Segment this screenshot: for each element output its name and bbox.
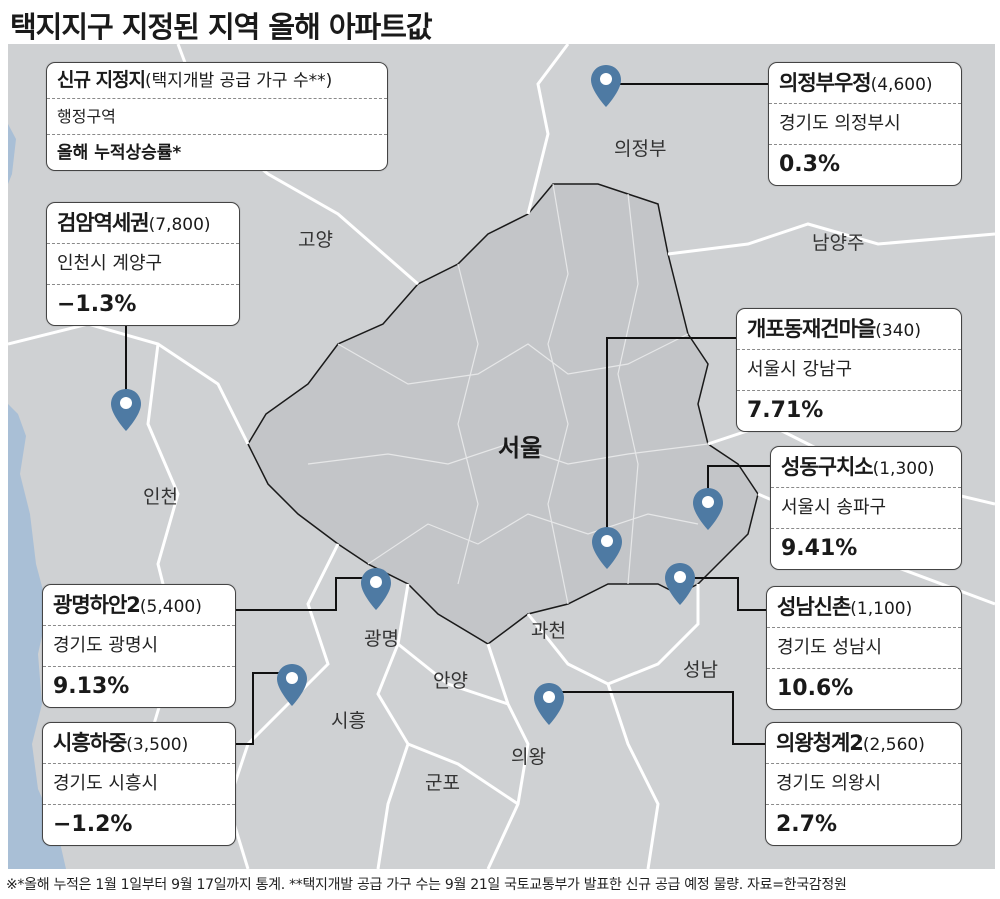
site-district: 서울시 강남구 [747, 359, 853, 380]
region-label-namyangju: 남양주 [812, 232, 865, 254]
site-name: 성남신촌 [777, 595, 851, 619]
region-label-uiwang: 의왕 [511, 746, 546, 768]
site-card-seongdong[interactable]: 성동구치소(1,300) 서울시 송파구 9.41% [770, 446, 962, 570]
site-card-geomam[interactable]: 검암역세권(7,800) 인천시 계양구 −1.3% [46, 202, 240, 326]
map-pin-icon[interactable] [590, 64, 622, 108]
legend-district-row: 행정구역 [47, 98, 387, 134]
site-count: (1,300) [872, 459, 935, 479]
site-count: (2,560) [862, 735, 925, 755]
site-card-gaepo[interactable]: 개포동재건마을(340) 서울시 강남구 7.71% [736, 308, 962, 432]
site-card-uiwang[interactable]: 의왕청계2(2,560) 경기도 의왕시 2.7% [765, 722, 962, 846]
site-name: 개포동재건마을 [747, 317, 876, 341]
map-pin-icon[interactable] [664, 562, 696, 606]
site-district: 경기도 의정부시 [779, 113, 901, 134]
site-card-gwangmyeong[interactable]: 광명하안2(5,400) 경기도 광명시 9.13% [42, 584, 236, 708]
site-count: (4,600) [870, 75, 933, 95]
region-label-seongnam: 성남 [683, 659, 718, 681]
legend-name: 신규 지정지 [57, 69, 146, 91]
region-label-goyang: 고양 [298, 229, 333, 251]
map-pin-icon[interactable] [360, 567, 392, 611]
site-rate: −1.2% [53, 812, 133, 837]
map-pin-icon[interactable] [533, 682, 565, 726]
region-label-gunpo: 군포 [425, 772, 460, 794]
site-name: 의왕청계2 [776, 731, 864, 755]
site-rate: 7.71% [747, 398, 824, 423]
site-rate: 9.41% [781, 536, 858, 561]
legend-box: 신규 지정지(택지개발 공급 가구 수**) 행정구역 올해 누적상승률* [46, 62, 388, 171]
legend-rate-row: 올해 누적상승률* [47, 134, 387, 170]
site-district: 경기도 의왕시 [776, 773, 882, 794]
region-label-uijeongbu: 의정부 [614, 138, 667, 160]
site-district: 경기도 시흥시 [53, 773, 159, 794]
region-label-seoul: 서울 [498, 434, 543, 462]
site-rate: −1.3% [57, 292, 137, 317]
site-rate: 9.13% [53, 674, 130, 699]
site-name: 시흥하중 [53, 731, 127, 755]
site-rate: 2.7% [776, 812, 838, 837]
site-card-seongnam[interactable]: 성남신촌(1,100) 경기도 성남시 10.6% [766, 586, 962, 710]
region-label-gwacheon: 과천 [531, 620, 566, 642]
site-district: 경기도 광명시 [53, 635, 159, 656]
site-district: 서울시 송파구 [781, 497, 887, 518]
region-label-anyang: 안양 [433, 670, 468, 692]
map-pin-icon[interactable] [276, 663, 308, 707]
site-count: (5,400) [139, 597, 202, 617]
site-district: 인천시 계양구 [57, 253, 163, 274]
map-pin-icon[interactable] [110, 388, 142, 432]
site-rate: 0.3% [779, 152, 841, 177]
site-district: 경기도 성남시 [777, 637, 883, 658]
region-label-siheung: 시흥 [331, 710, 366, 732]
region-label-incheon: 인천 [143, 486, 178, 508]
legend-count: (택지개발 공급 가구 수**) [145, 71, 333, 91]
site-count: (1,100) [850, 599, 913, 619]
site-count: (3,500) [126, 735, 189, 755]
site-count: (7,800) [148, 215, 211, 235]
site-name: 성동구치소 [781, 455, 874, 479]
site-card-uijeongbu[interactable]: 의정부우정(4,600) 경기도 의정부시 0.3% [768, 62, 962, 186]
site-rate: 10.6% [777, 676, 854, 701]
footnote: ※*올해 누적은 1월 1일부터 9월 17일까지 통계. **택지개발 공급 … [6, 877, 847, 893]
site-card-siheung[interactable]: 시흥하중(3,500) 경기도 시흥시 −1.2% [42, 722, 236, 846]
map-pin-icon[interactable] [591, 526, 623, 570]
page-title: 택지지구 지정된 지역 올해 아파트값 [10, 10, 433, 44]
legend-district: 행정구역 [57, 107, 116, 126]
legend-name-row: 신규 지정지(택지개발 공급 가구 수**) [47, 63, 387, 98]
region-label-gwangmyeong: 광명 [364, 628, 399, 650]
site-name: 의정부우정 [779, 71, 872, 95]
site-name: 광명하안2 [53, 593, 141, 617]
map-pin-icon[interactable] [692, 487, 724, 531]
legend-rate: 올해 누적상승률* [57, 143, 182, 163]
sea-area [8, 404, 66, 869]
site-count: (340) [875, 321, 921, 341]
site-name: 검암역세권 [57, 211, 150, 235]
sea-area-upper [8, 124, 16, 184]
